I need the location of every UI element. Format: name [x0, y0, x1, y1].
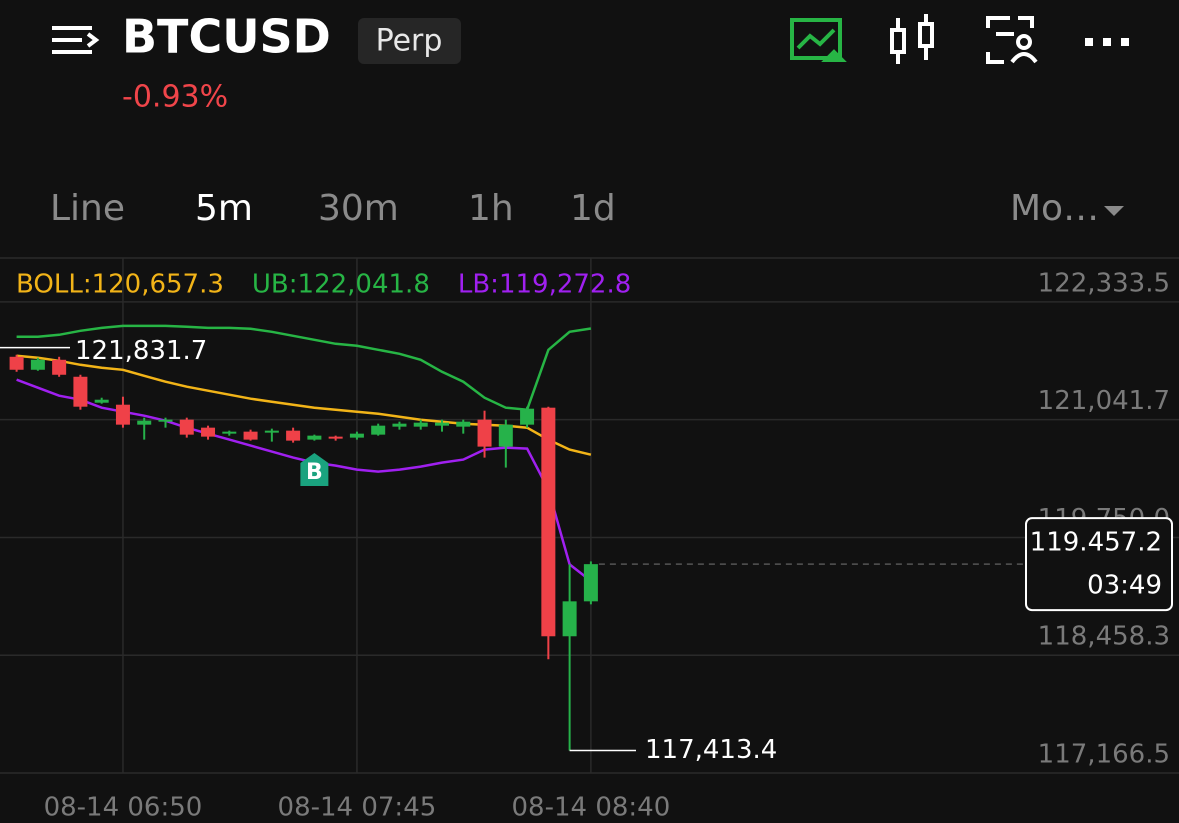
candle-body [477, 419, 492, 447]
candle-body [30, 359, 45, 370]
boll-line [16, 324, 592, 412]
candle-body [73, 376, 88, 407]
timeframe-tab[interactable]: 1d [570, 188, 616, 229]
x-tick-label: 08-14 06:50 [44, 793, 203, 823]
timeframe-tab[interactable]: 1h [468, 188, 514, 229]
y-tick-label: 117,166.5 [1038, 740, 1170, 770]
x-tick-label: 08-14 07:45 [278, 793, 437, 823]
candle-body [222, 431, 237, 434]
y-tick-label: 122,333.5 [1038, 268, 1170, 298]
candle-body [520, 408, 535, 425]
menu-icon[interactable] [52, 26, 100, 54]
scan-icon[interactable] [986, 16, 1038, 64]
candle-body [307, 435, 322, 440]
candle-body [392, 423, 407, 427]
badge-bg [358, 18, 461, 64]
candle-icon[interactable] [890, 14, 934, 64]
candle-body [413, 422, 428, 427]
signal-label: B [306, 460, 323, 485]
badge: Perp [376, 24, 443, 59]
candle-body [137, 420, 152, 425]
candle-body [52, 359, 67, 375]
last-price-label: 119.457.2 [1030, 528, 1162, 558]
candle-body [94, 399, 109, 403]
candle-body [179, 419, 194, 435]
candle-body [158, 419, 173, 422]
more-icon[interactable] [1085, 38, 1129, 46]
boll-line [16, 354, 592, 456]
legend-entry: UB:122,041.8 [252, 270, 430, 300]
candle-body [541, 407, 556, 637]
timeframe-tab[interactable]: Line [50, 188, 125, 229]
candle-body [9, 356, 24, 370]
candle-body [583, 564, 598, 602]
high-label: 121,831.7 [75, 336, 207, 366]
dropdown-arrow[interactable] [1104, 206, 1124, 216]
y-tick-label: 121,041.7 [1038, 386, 1170, 416]
chart-icon[interactable] [790, 18, 847, 62]
candle-body [562, 601, 577, 637]
candle-body [498, 424, 513, 447]
x-tick-label: 08-14 08:40 [512, 793, 671, 823]
y-tick-label: 118,458.3 [1038, 622, 1170, 652]
candle-body [328, 436, 343, 439]
candle-body [264, 430, 279, 433]
timeframe-tab[interactable]: 5m [195, 188, 253, 229]
candle-body [201, 427, 216, 437]
signal-badge [300, 453, 329, 486]
legend-entry: BOLL:120,657.3 [16, 270, 224, 300]
candle-body [243, 431, 258, 440]
low-label: 117,413.4 [645, 735, 777, 765]
candle-body [371, 425, 386, 435]
timeframe-tab[interactable]: 30m [318, 188, 399, 229]
candle-body [435, 422, 449, 426]
candle-body [456, 421, 471, 427]
candle-body [286, 430, 301, 441]
timeframe-tab[interactable]: Mo… [1010, 188, 1099, 229]
countdown-label: 03:49 [1087, 571, 1162, 601]
candle-body [349, 433, 364, 438]
boll-line [16, 378, 592, 582]
price-change: -0.93% [122, 80, 228, 115]
legend-entry: LB:119,272.8 [458, 270, 631, 300]
symbol: BTCUSD [122, 10, 331, 64]
candle-body [115, 404, 130, 425]
last-price-box [1025, 517, 1173, 612]
